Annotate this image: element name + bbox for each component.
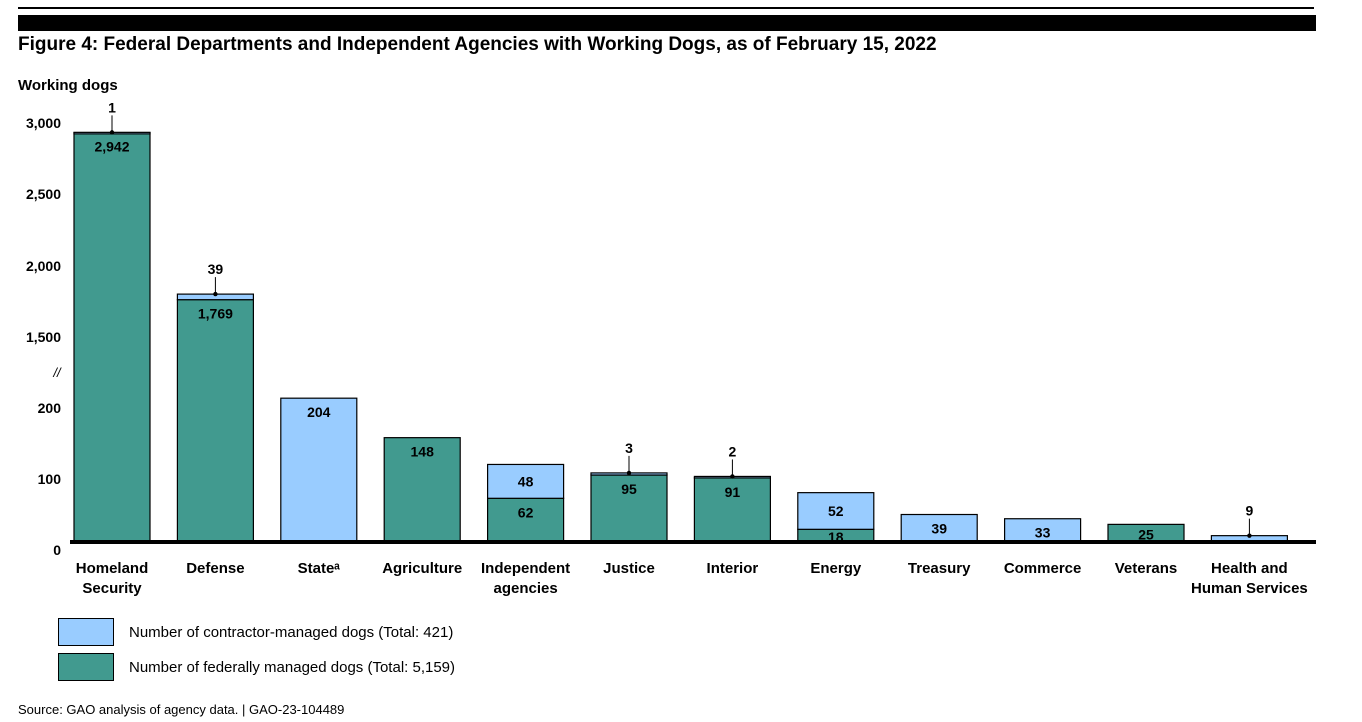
data-label-contractor: 39	[208, 261, 224, 277]
data-label-leader-dot	[109, 130, 115, 135]
data-label-federal: 95	[621, 481, 637, 497]
data-label-federal: 148	[411, 444, 435, 460]
data-label-leader-dot	[626, 470, 632, 476]
y-tick-label: 1,500	[26, 329, 61, 345]
y-tick-label: 100	[38, 471, 62, 487]
data-label-contractor: 39	[931, 521, 947, 537]
data-label-leader-dot	[213, 291, 218, 297]
data-label-federal: 91	[725, 484, 741, 500]
x-tick-label: Stateᵃ	[298, 560, 341, 577]
y-tick-label: 2,000	[26, 258, 61, 274]
source-note: Source: GAO analysis of agency data. | G…	[18, 702, 345, 717]
legend-swatch-federal	[58, 653, 114, 681]
data-label-federal: 1,769	[198, 306, 233, 322]
bar-contractor	[797, 492, 875, 530]
x-tick-label: Veterans	[1115, 560, 1178, 577]
x-tick-label: Interior	[707, 560, 759, 577]
data-label-contractor: 48	[518, 473, 534, 489]
x-tick-label: Defense	[186, 560, 244, 577]
data-label-contractor: 204	[307, 404, 331, 420]
data-label-contractor: 1	[108, 99, 116, 115]
legend-item-federal: Number of federally managed dogs (Total:…	[58, 652, 455, 682]
x-tick-label: Health and	[1211, 560, 1288, 577]
x-tick-label: Treasury	[908, 560, 971, 577]
x-tick-label: agencies	[493, 580, 557, 597]
y-axis-break-mark: //	[52, 365, 62, 380]
title-bar	[18, 15, 1316, 31]
data-label-federal: 62	[518, 504, 534, 520]
legend-label-federal: Number of federally managed dogs (Total:…	[129, 658, 456, 676]
bar-contractor	[487, 463, 565, 499]
x-tick-label: Homeland	[76, 560, 149, 577]
y-tick-label: 2,500	[26, 186, 61, 202]
x-tick-label: Independent	[481, 560, 570, 577]
data-label-contractor: 52	[828, 503, 844, 519]
y-axis-title: Working dogs	[18, 77, 118, 94]
x-tick-label: Human Services	[1191, 580, 1308, 597]
bar-federal	[176, 299, 254, 543]
top-rule	[18, 7, 1314, 9]
y-tick-label: 3,000	[26, 115, 61, 131]
legend-label-contractor: Number of contractor-managed dogs (Total…	[129, 623, 454, 641]
x-tick-label: Security	[82, 580, 142, 597]
figure-title: Figure 4: Federal Departments and Indepe…	[18, 34, 937, 55]
data-label-contractor: 2	[729, 443, 737, 459]
data-label-leader-dot	[1247, 533, 1252, 538]
data-label-contractor: 3	[625, 440, 633, 456]
bar-contractor	[280, 397, 358, 543]
y-tick-label: 0	[53, 542, 61, 558]
x-tick-label: Agriculture	[382, 560, 462, 577]
legend-swatch-contractor	[58, 618, 114, 646]
bar-federal	[693, 477, 772, 543]
data-label-leader-dot	[730, 474, 735, 479]
working-dogs-bar-chart: Working dogs 0 100 200 // 1,500 2,000 2,500 3,00…	[18, 77, 1316, 597]
data-label-contractor: 33	[1035, 525, 1051, 541]
data-label-federal: 2,942	[94, 139, 129, 155]
legend-item-contractor: Number of contractor-managed dogs (Total…	[58, 617, 453, 647]
y-tick-label: 200	[38, 400, 62, 416]
bar-federal	[73, 131, 151, 543]
x-tick-label: Commerce	[1004, 560, 1082, 577]
x-tick-label: Justice	[603, 560, 655, 577]
data-label-federal: 25	[1138, 526, 1154, 542]
x-tick-label: Energy	[810, 560, 862, 577]
data-label-contractor: 9	[1246, 503, 1254, 519]
